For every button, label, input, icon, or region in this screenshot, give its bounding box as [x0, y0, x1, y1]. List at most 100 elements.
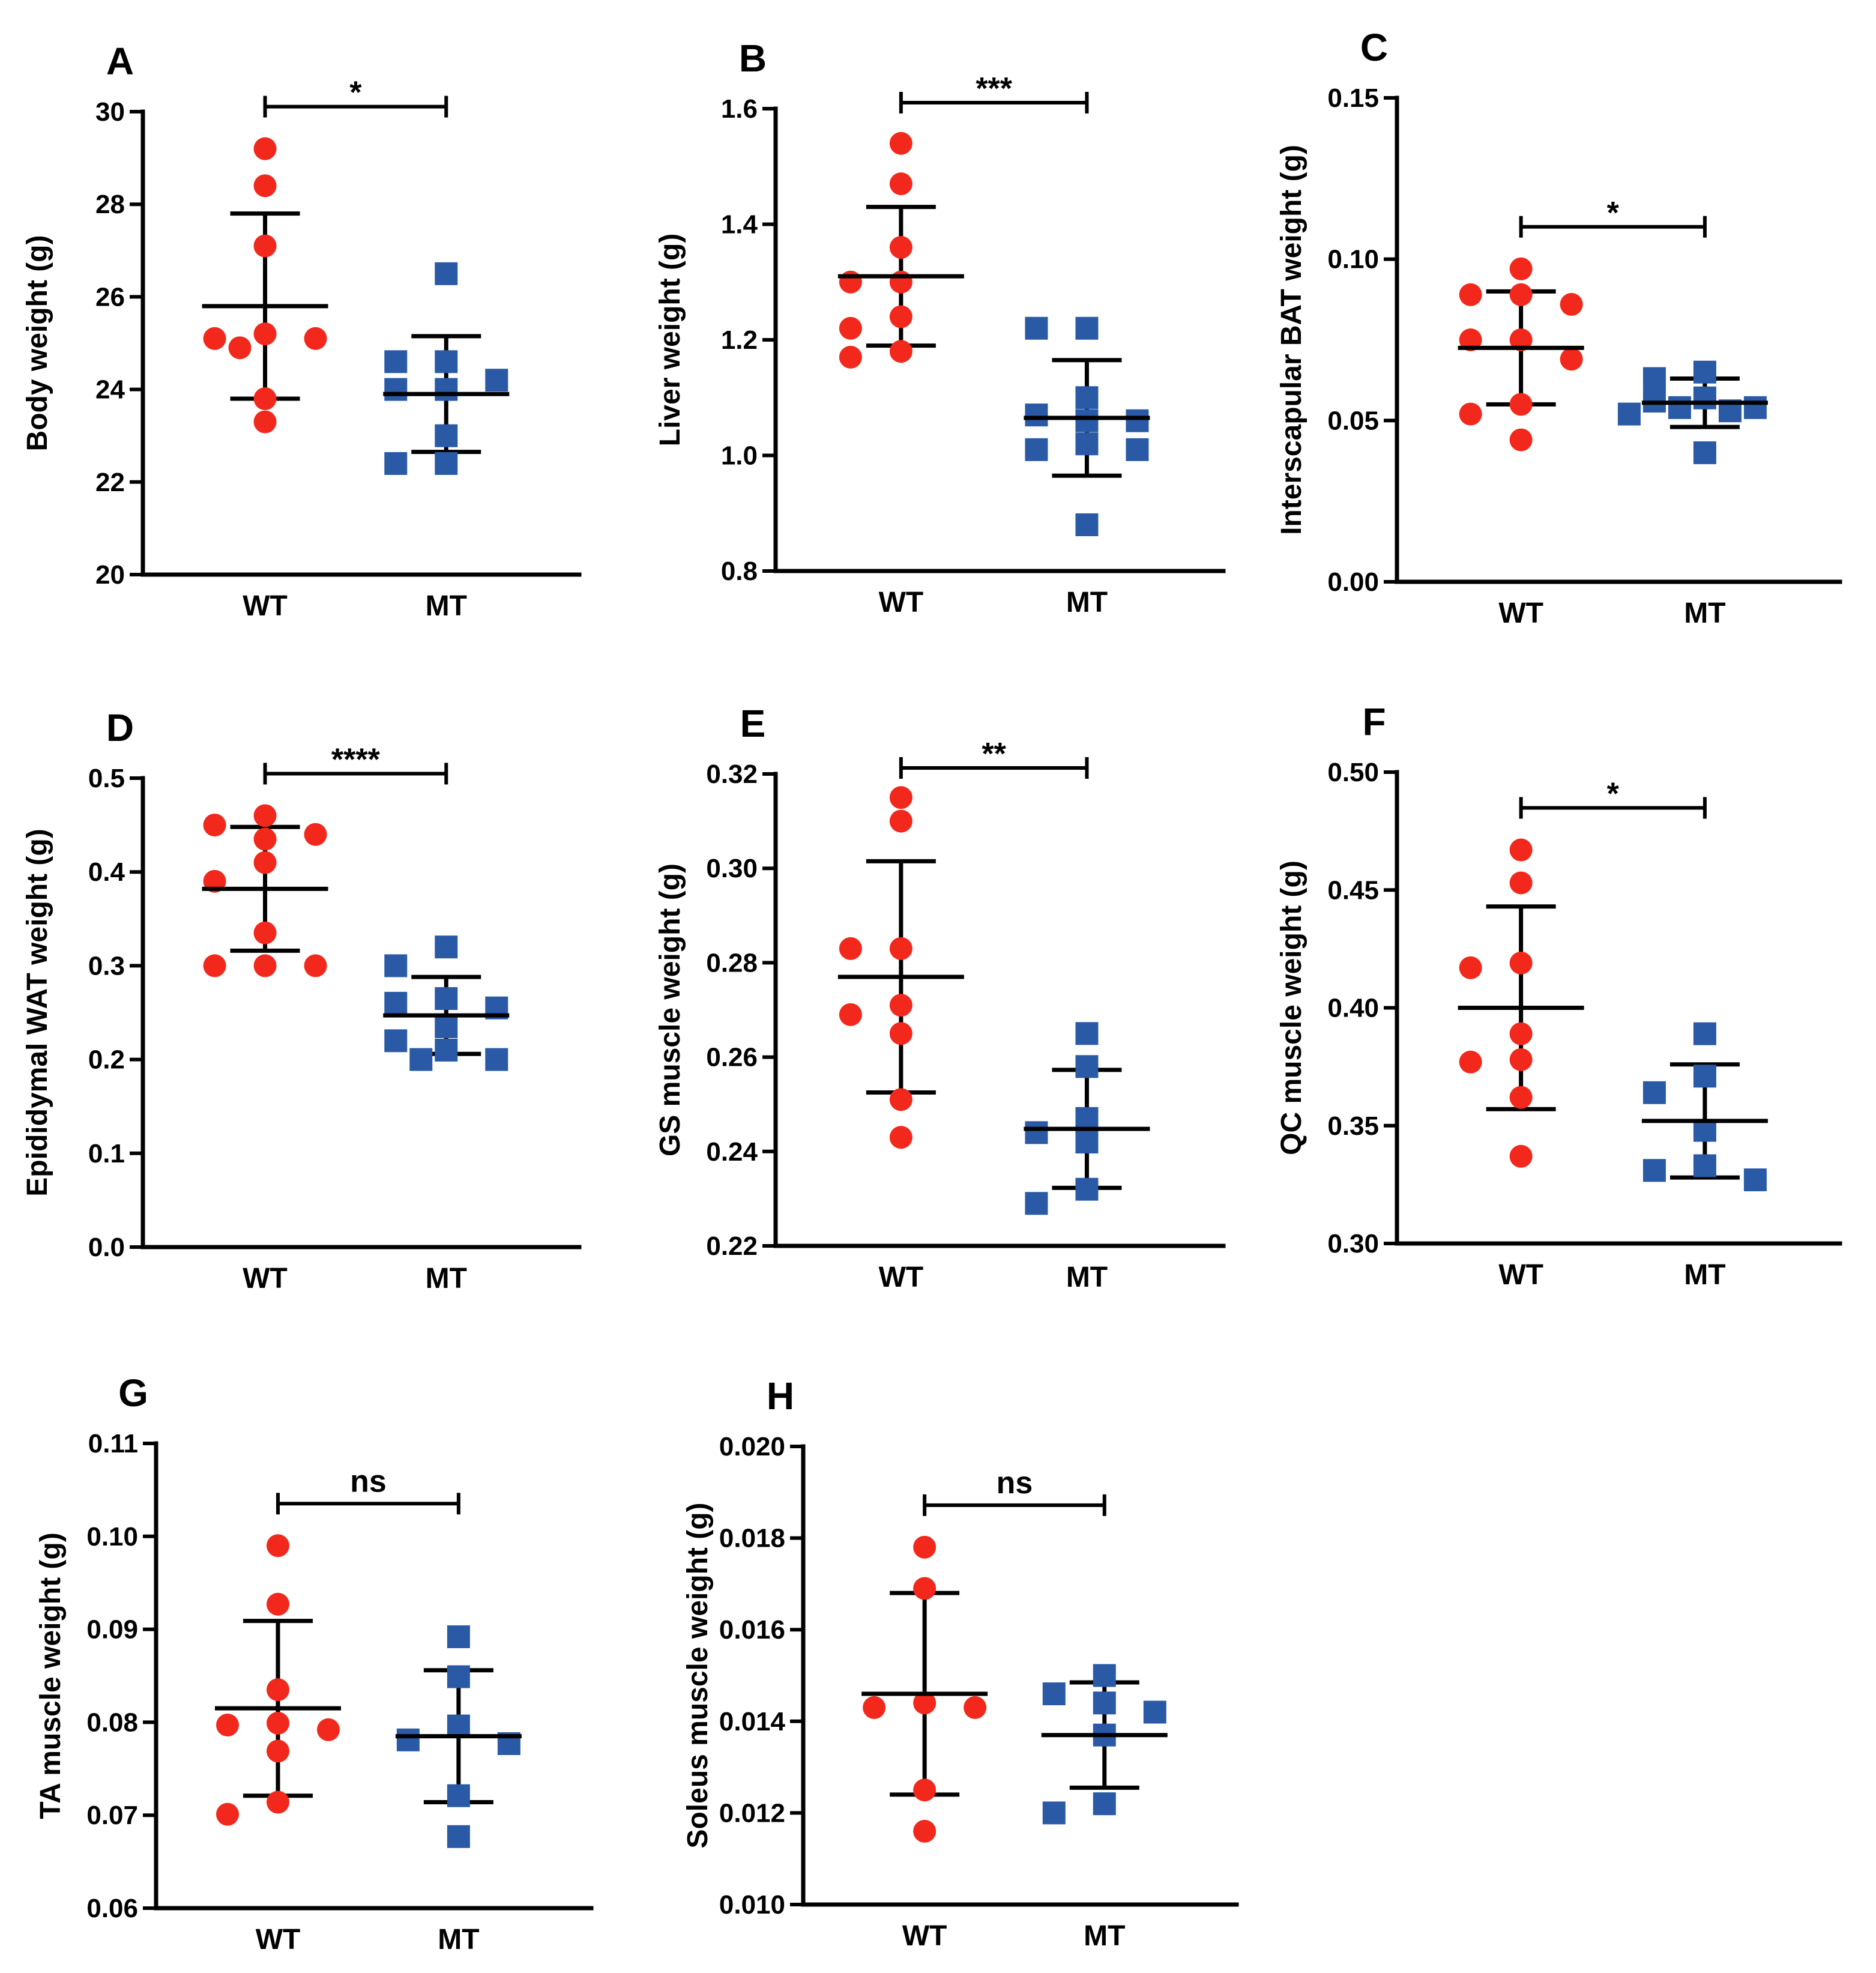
- panel-a-mt-point: [435, 262, 458, 285]
- panel-h-letter: H: [767, 1374, 794, 1418]
- panel-h-y-axis-title: Soleus muscle weight (g): [682, 1502, 714, 1848]
- panel-c-wt-point: [1509, 257, 1533, 280]
- panel-e-x-category-label: WT: [879, 1261, 924, 1293]
- panel-f-mt-point: [1693, 1154, 1716, 1177]
- panel-e-wt-point: [889, 1088, 912, 1111]
- panel-d-y-tick-label: 0.3: [88, 951, 125, 980]
- panel-b-series-wt: [837, 131, 964, 369]
- panel-g-wt-point: [267, 1790, 289, 1814]
- panel-d-wt-point: [203, 814, 226, 837]
- panel-h-series-mt: [1041, 1664, 1168, 1825]
- panel-d-y-tick-label: 0.2: [88, 1045, 125, 1075]
- panel-g-y-tick-label: 0.09: [86, 1615, 138, 1645]
- panel-b-wt-point: [889, 270, 912, 294]
- panel-b-mt-point: [1075, 432, 1099, 456]
- panel-c-wt-point: [1459, 328, 1482, 351]
- panel-c-y-axis-title: Interscapular BAT weight (g): [1276, 145, 1307, 535]
- panel-f-significance-label: *: [1607, 777, 1620, 812]
- panel-c-y-tick-label: 0.05: [1327, 406, 1379, 435]
- panel-c: C 0.00 0.05 0.10 0.15 Interscapular BAT weigh…: [1276, 26, 1842, 629]
- panel-g-mt-point: [447, 1825, 470, 1848]
- panel-a-significance-label: *: [349, 76, 362, 110]
- panel-g-y-tick-label: 0.08: [86, 1708, 138, 1737]
- panel-d-y-tick-label: 0.1: [88, 1139, 125, 1168]
- panel-d-x-category-label: WT: [243, 1263, 288, 1295]
- panel-e-mt-point: [1075, 1177, 1099, 1201]
- panel-b-mt-point: [1075, 513, 1099, 536]
- panel-b-y-tick-label: 1.0: [721, 441, 758, 471]
- panel-f-mt-point: [1642, 1081, 1666, 1104]
- panel-h-wt-point: [913, 1577, 936, 1600]
- panel-b-significance-label: ***: [976, 71, 1012, 106]
- panel-e-wt-point: [889, 786, 912, 809]
- panel-b-wt-point: [889, 340, 912, 363]
- panel-e-y-tick-label: 0.24: [706, 1137, 758, 1167]
- panel-f-letter: F: [1362, 700, 1386, 743]
- panel-a-y-axis-title: Body weight (g): [22, 235, 53, 452]
- panel-e-mt-point: [1025, 1121, 1048, 1144]
- panel-h-mt-point: [1042, 1801, 1066, 1825]
- panel-d-letter: D: [106, 706, 134, 749]
- panel-g-y-axis-title: TA muscle weight (g): [35, 1532, 67, 1819]
- panel-b-mt-point: [1075, 316, 1099, 340]
- panel-f-wt-point: [1509, 871, 1533, 895]
- panel-g-wt-point: [267, 1739, 289, 1763]
- panel-c-y-tick-label: 0.00: [1327, 567, 1379, 597]
- panel-h-mt-point: [1093, 1664, 1116, 1687]
- panel-e: E 0.22 0.24 0.26 0.28 0.30 0.32 GS muscle weigh…: [654, 702, 1226, 1293]
- panel-c-mt-point: [1693, 441, 1716, 465]
- panel-a-wt-point: [253, 322, 277, 346]
- panel-c-mt-point: [1642, 367, 1666, 390]
- panel-b-wt-point: [889, 131, 912, 155]
- panel-b-wt-point: [839, 345, 862, 369]
- panel-e-series-wt: [837, 786, 964, 1149]
- panel-c-mt-point: [1668, 396, 1691, 419]
- panel-f-series-mt: [1641, 1022, 1768, 1192]
- panel-e-wt-point: [889, 937, 912, 960]
- panel-e-mt-point: [1075, 1131, 1099, 1154]
- panel-f: F 0.30 0.35 0.40 0.45 0.50 QC muscle weight (g…: [1276, 700, 1842, 1291]
- panel-e-y-axis-title: GS muscle weight (g): [654, 863, 686, 1156]
- panel-e-mt-point: [1075, 1055, 1099, 1078]
- panel-f-wt-point: [1459, 956, 1482, 979]
- panel-a-series-wt: [202, 137, 328, 434]
- panel-a-wt-point: [253, 387, 277, 411]
- panel-d-wt-point: [304, 954, 327, 977]
- panel-b-wt-point: [839, 316, 862, 340]
- panel-g-mt-point: [447, 1665, 470, 1688]
- panel-b-y-tick-label: 1.6: [721, 94, 758, 124]
- panel-h: H 0.010 0.012 0.014 0.016 0.018 0.020 Soleus mu…: [682, 1374, 1239, 1952]
- panel-d-wt-point: [253, 804, 277, 827]
- panel-a-wt-point: [253, 234, 277, 258]
- panel-f-wt-point: [1509, 838, 1533, 862]
- panel-f-mt-point: [1693, 1065, 1716, 1088]
- panel-b-mt-point: [1126, 409, 1149, 432]
- panel-b-mt-point: [1025, 316, 1048, 340]
- panel-e-wt-point: [889, 1126, 912, 1149]
- panel-h-y-tick-label: 0.010: [719, 1890, 785, 1920]
- panel-b: B 0.8 1.0 1.2 1.4 1.6 Liver weight (g) WT MT ***: [654, 37, 1226, 618]
- panel-b-wt-point: [889, 236, 912, 259]
- panel-h-wt-point: [913, 1778, 936, 1802]
- panel-c-series-wt: [1458, 257, 1584, 452]
- panel-a-y-tick-label: 28: [95, 190, 125, 219]
- panel-g-letter: G: [118, 1371, 148, 1415]
- panel-b-mt-point: [1075, 386, 1099, 409]
- panel-d-mt-point: [409, 1048, 433, 1071]
- panel-c-y-tick-label: 0.10: [1327, 245, 1379, 274]
- panel-a-mt-point: [384, 452, 408, 475]
- panel-f-x-category-label: WT: [1498, 1259, 1543, 1291]
- panel-e-wt-point: [889, 994, 912, 1017]
- panel-h-mt-point: [1093, 1691, 1116, 1715]
- panel-d-mt-point: [435, 935, 458, 959]
- panel-f-x-category-label: MT: [1684, 1259, 1725, 1291]
- panel-g-series-wt: [215, 1534, 341, 1826]
- panel-a-y-tick-label: 22: [95, 468, 125, 497]
- panel-f-mt-point: [1693, 1022, 1716, 1045]
- panel-d-mt-point: [435, 1015, 458, 1038]
- panel-a-mt-point: [435, 350, 458, 373]
- panel-a-mt-point: [435, 424, 458, 447]
- panel-h-y-tick-label: 0.020: [719, 1432, 785, 1461]
- panel-g-mt-point: [447, 1714, 470, 1738]
- panel-h-wt-point: [863, 1696, 886, 1719]
